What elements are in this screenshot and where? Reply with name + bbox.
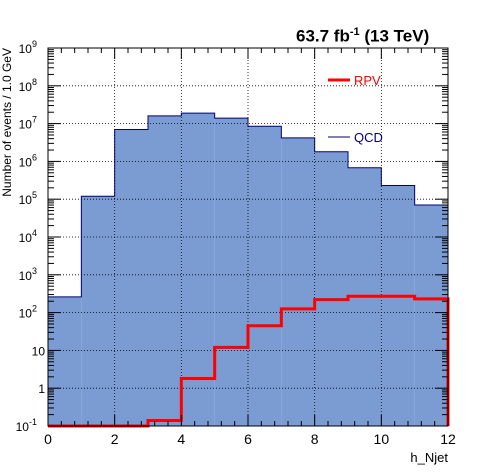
y-tick-label: 109 xyxy=(19,39,37,56)
y-tick-label: 103 xyxy=(19,266,37,283)
qcd-bin-bar xyxy=(181,113,215,426)
y-tick-label: 106 xyxy=(19,152,37,169)
x-tick-label: 10 xyxy=(374,431,390,447)
lumi-exponent: -1 xyxy=(349,26,360,38)
y-tick-label: 104 xyxy=(19,228,37,245)
x-tick-label: 0 xyxy=(44,431,52,447)
x-tick-label: 12 xyxy=(440,431,456,447)
rpv-line xyxy=(48,294,450,428)
qcd-bin-bar xyxy=(214,118,248,427)
y-tick-label: 102 xyxy=(19,304,37,321)
y-tick-label: 107 xyxy=(19,115,37,132)
x-axis-label: h_Njet xyxy=(410,450,448,465)
y-tick-label: 10-1 xyxy=(16,417,37,434)
y-tick-label: 108 xyxy=(19,77,37,94)
qcd-outline xyxy=(47,112,449,426)
y-tick-label: 105 xyxy=(19,190,37,207)
qcd-bin-bar xyxy=(114,129,148,426)
x-tick-label: 8 xyxy=(311,431,319,447)
y-axis-label: Number of events / 1.0 GeV xyxy=(0,48,14,197)
lumi-value: 63.7 fb xyxy=(296,26,350,46)
y-tick-label: 10 xyxy=(32,344,46,358)
x-tick-label: 4 xyxy=(177,431,185,447)
qcd-bin-bar xyxy=(81,196,115,426)
qcd-bin-bar xyxy=(281,137,315,426)
luminosity-label: 63.7 fb-1 (13 TeV) xyxy=(296,26,429,47)
x-tick-label: 2 xyxy=(111,431,119,447)
legend-rpv-label: RPV xyxy=(354,73,381,88)
legend-qcd-label: QCD xyxy=(354,130,383,145)
x-tick-label: 6 xyxy=(244,431,252,447)
qcd-bin-bar xyxy=(381,185,415,426)
qcd-bin-bar xyxy=(248,126,282,426)
qcd-bin-bar xyxy=(148,115,182,426)
y-tick-label: 1 xyxy=(38,382,45,396)
qcd-bin-bar xyxy=(314,151,348,426)
qcd-bin-bar xyxy=(414,205,448,426)
energy-label: (13 TeV) xyxy=(364,26,430,46)
